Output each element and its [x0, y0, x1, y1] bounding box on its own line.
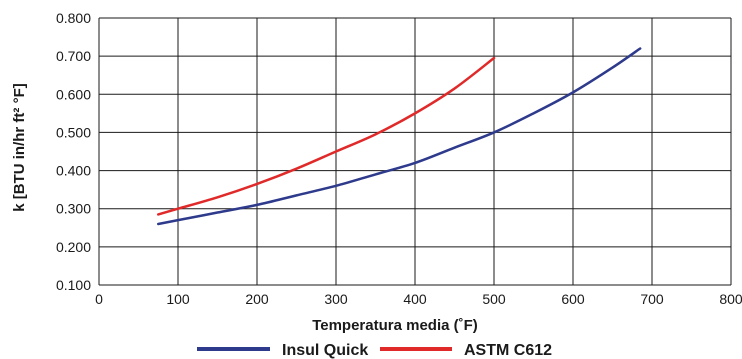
- x-tick-label: 400: [403, 291, 427, 307]
- y-tick-label: 0.700: [56, 48, 91, 64]
- y-tick-label: 0.800: [56, 10, 91, 26]
- x-tick-label: 100: [166, 291, 190, 307]
- tick-labels: 0 100 200 300 400 500 600 700 800 0.100 0.200 0.300…: [56, 10, 742, 307]
- legend: Insul Quick ASTM C612: [197, 342, 552, 359]
- y-tick-label: 0.400: [56, 163, 91, 179]
- y-tick-label: 0.500: [56, 124, 91, 140]
- y-tick-label: 0.300: [56, 201, 91, 217]
- x-tick-label: 200: [245, 291, 269, 307]
- y-tick-label: 0.600: [56, 86, 91, 102]
- legend-label-astm-c612: ASTM C612: [464, 342, 552, 359]
- grid: [98, 17, 732, 286]
- series-layer: [157, 47, 642, 226]
- series-line-astm-c612: [157, 56, 496, 216]
- series-line-insul-quick: [157, 47, 642, 226]
- x-tick-label: 300: [324, 291, 348, 307]
- y-tick-label: 0.200: [56, 239, 91, 255]
- x-axis-title: Temperatura media (˚F): [312, 317, 478, 334]
- x-tick-label: 500: [482, 291, 506, 307]
- legend-label-insul-quick: Insul Quick: [282, 342, 368, 359]
- x-tick-label: 700: [640, 291, 664, 307]
- y-tick-label: 0.100: [56, 277, 91, 293]
- y-axis-title: k [BTU in/hr ft² °F]: [11, 83, 28, 211]
- x-tick-label: 600: [561, 291, 585, 307]
- x-tick-label: 0: [95, 291, 103, 307]
- x-tick-label: 800: [719, 291, 742, 307]
